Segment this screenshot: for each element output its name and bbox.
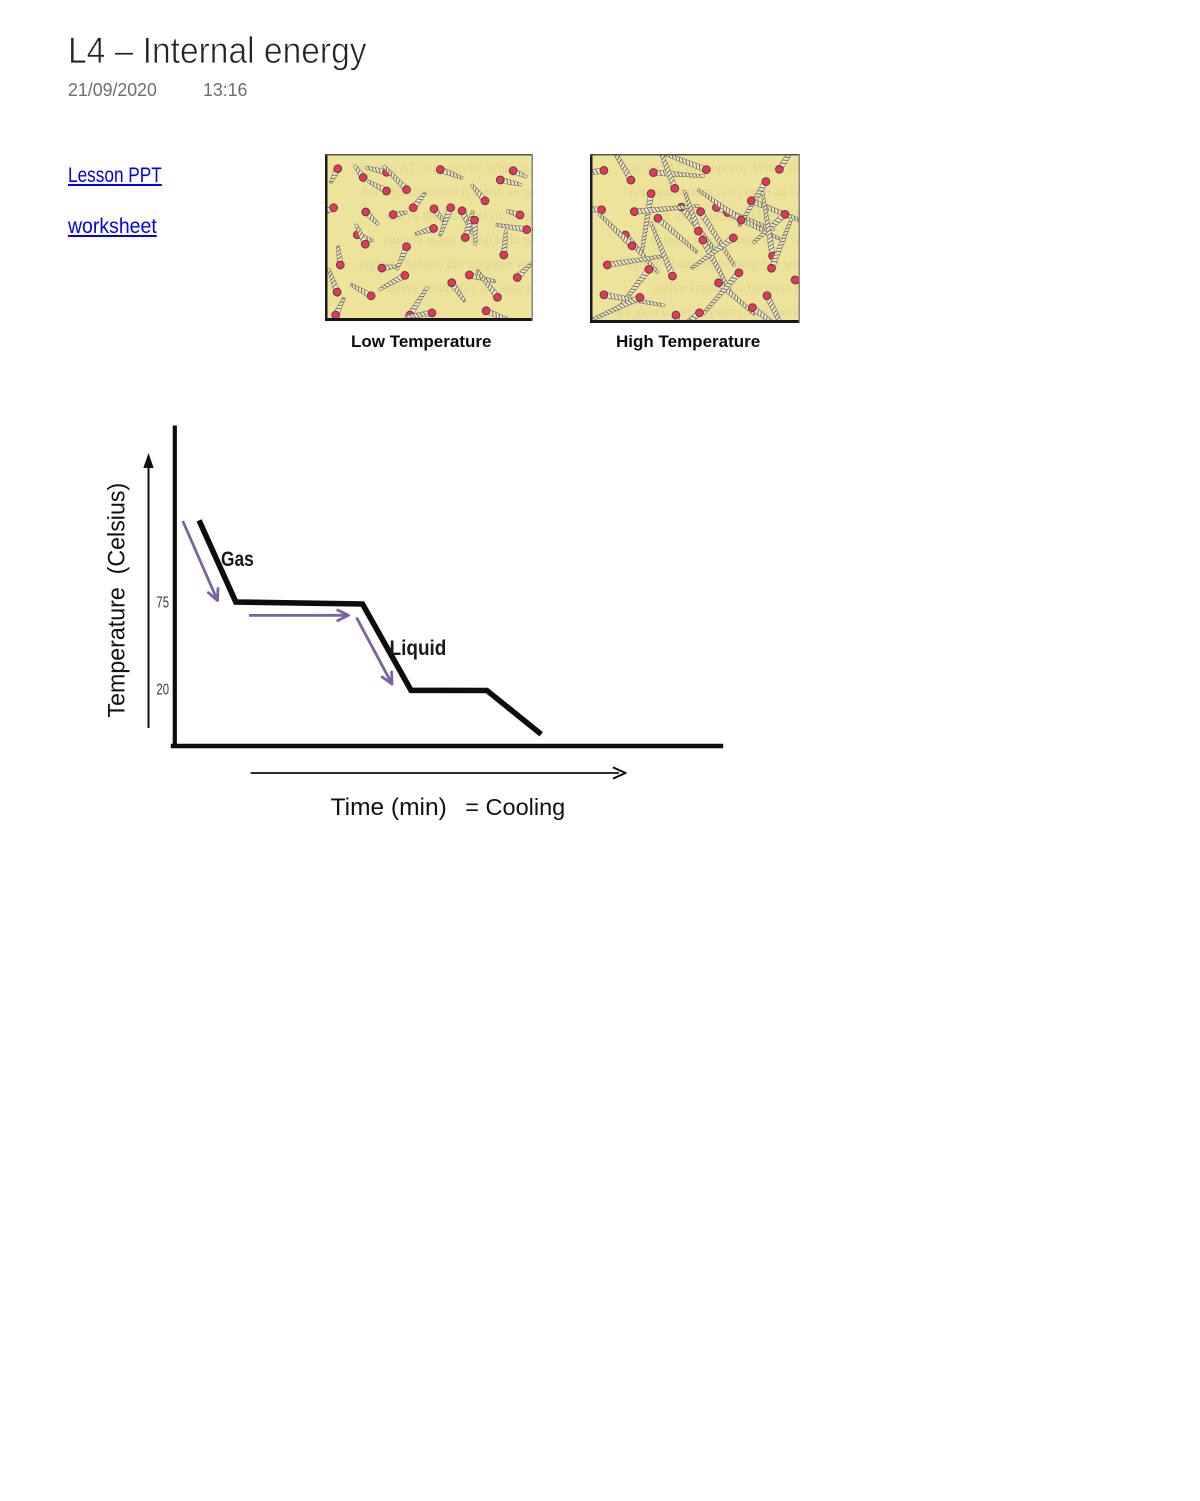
svg-text:Liquid: Liquid xyxy=(390,637,447,660)
svg-text:75: 75 xyxy=(156,594,169,611)
svg-text:= Cooling: = Cooling xyxy=(465,794,565,820)
svg-text:Temperature (Celsius): Temperature (Celsius) xyxy=(104,483,131,718)
svg-text:Gas: Gas xyxy=(221,548,254,571)
svg-text:aits and AT in proportic When: aits and AT in proportic When su xyxy=(622,160,800,175)
svg-text:Time (min): Time (min) xyxy=(331,794,447,821)
svg-text:aits and AT in proportic When: aits and AT in proportic When su xyxy=(355,160,533,175)
svg-text:dament made it heat bulb w: dament made it heat bulb w xyxy=(383,232,533,247)
svg-text:ork es the trans-ort by cons: ork es the trans-ort by cons xyxy=(386,208,533,223)
svg-text:20: 20 xyxy=(156,681,169,698)
